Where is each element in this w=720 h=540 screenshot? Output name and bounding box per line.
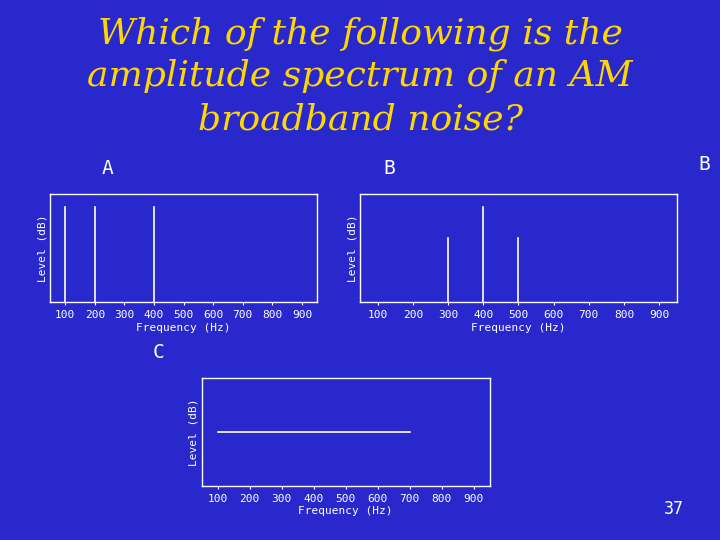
Text: B: B	[698, 155, 710, 174]
Text: A: A	[102, 159, 114, 178]
Text: amplitude spectrum of an AM: amplitude spectrum of an AM	[87, 59, 633, 93]
X-axis label: Frequency (Hz): Frequency (Hz)	[298, 507, 393, 516]
X-axis label: Frequency (Hz): Frequency (Hz)	[471, 323, 566, 333]
X-axis label: Frequency (Hz): Frequency (Hz)	[136, 323, 231, 333]
Text: 37: 37	[664, 501, 684, 518]
Y-axis label: Level (dB): Level (dB)	[37, 214, 48, 282]
Y-axis label: Level (dB): Level (dB)	[347, 214, 357, 282]
Text: C: C	[153, 343, 164, 362]
Text: broadband noise?: broadband noise?	[197, 103, 523, 137]
Y-axis label: Level (dB): Level (dB)	[189, 399, 199, 465]
Text: B: B	[383, 159, 395, 178]
Text: Which of the following is the: Which of the following is the	[98, 16, 622, 51]
